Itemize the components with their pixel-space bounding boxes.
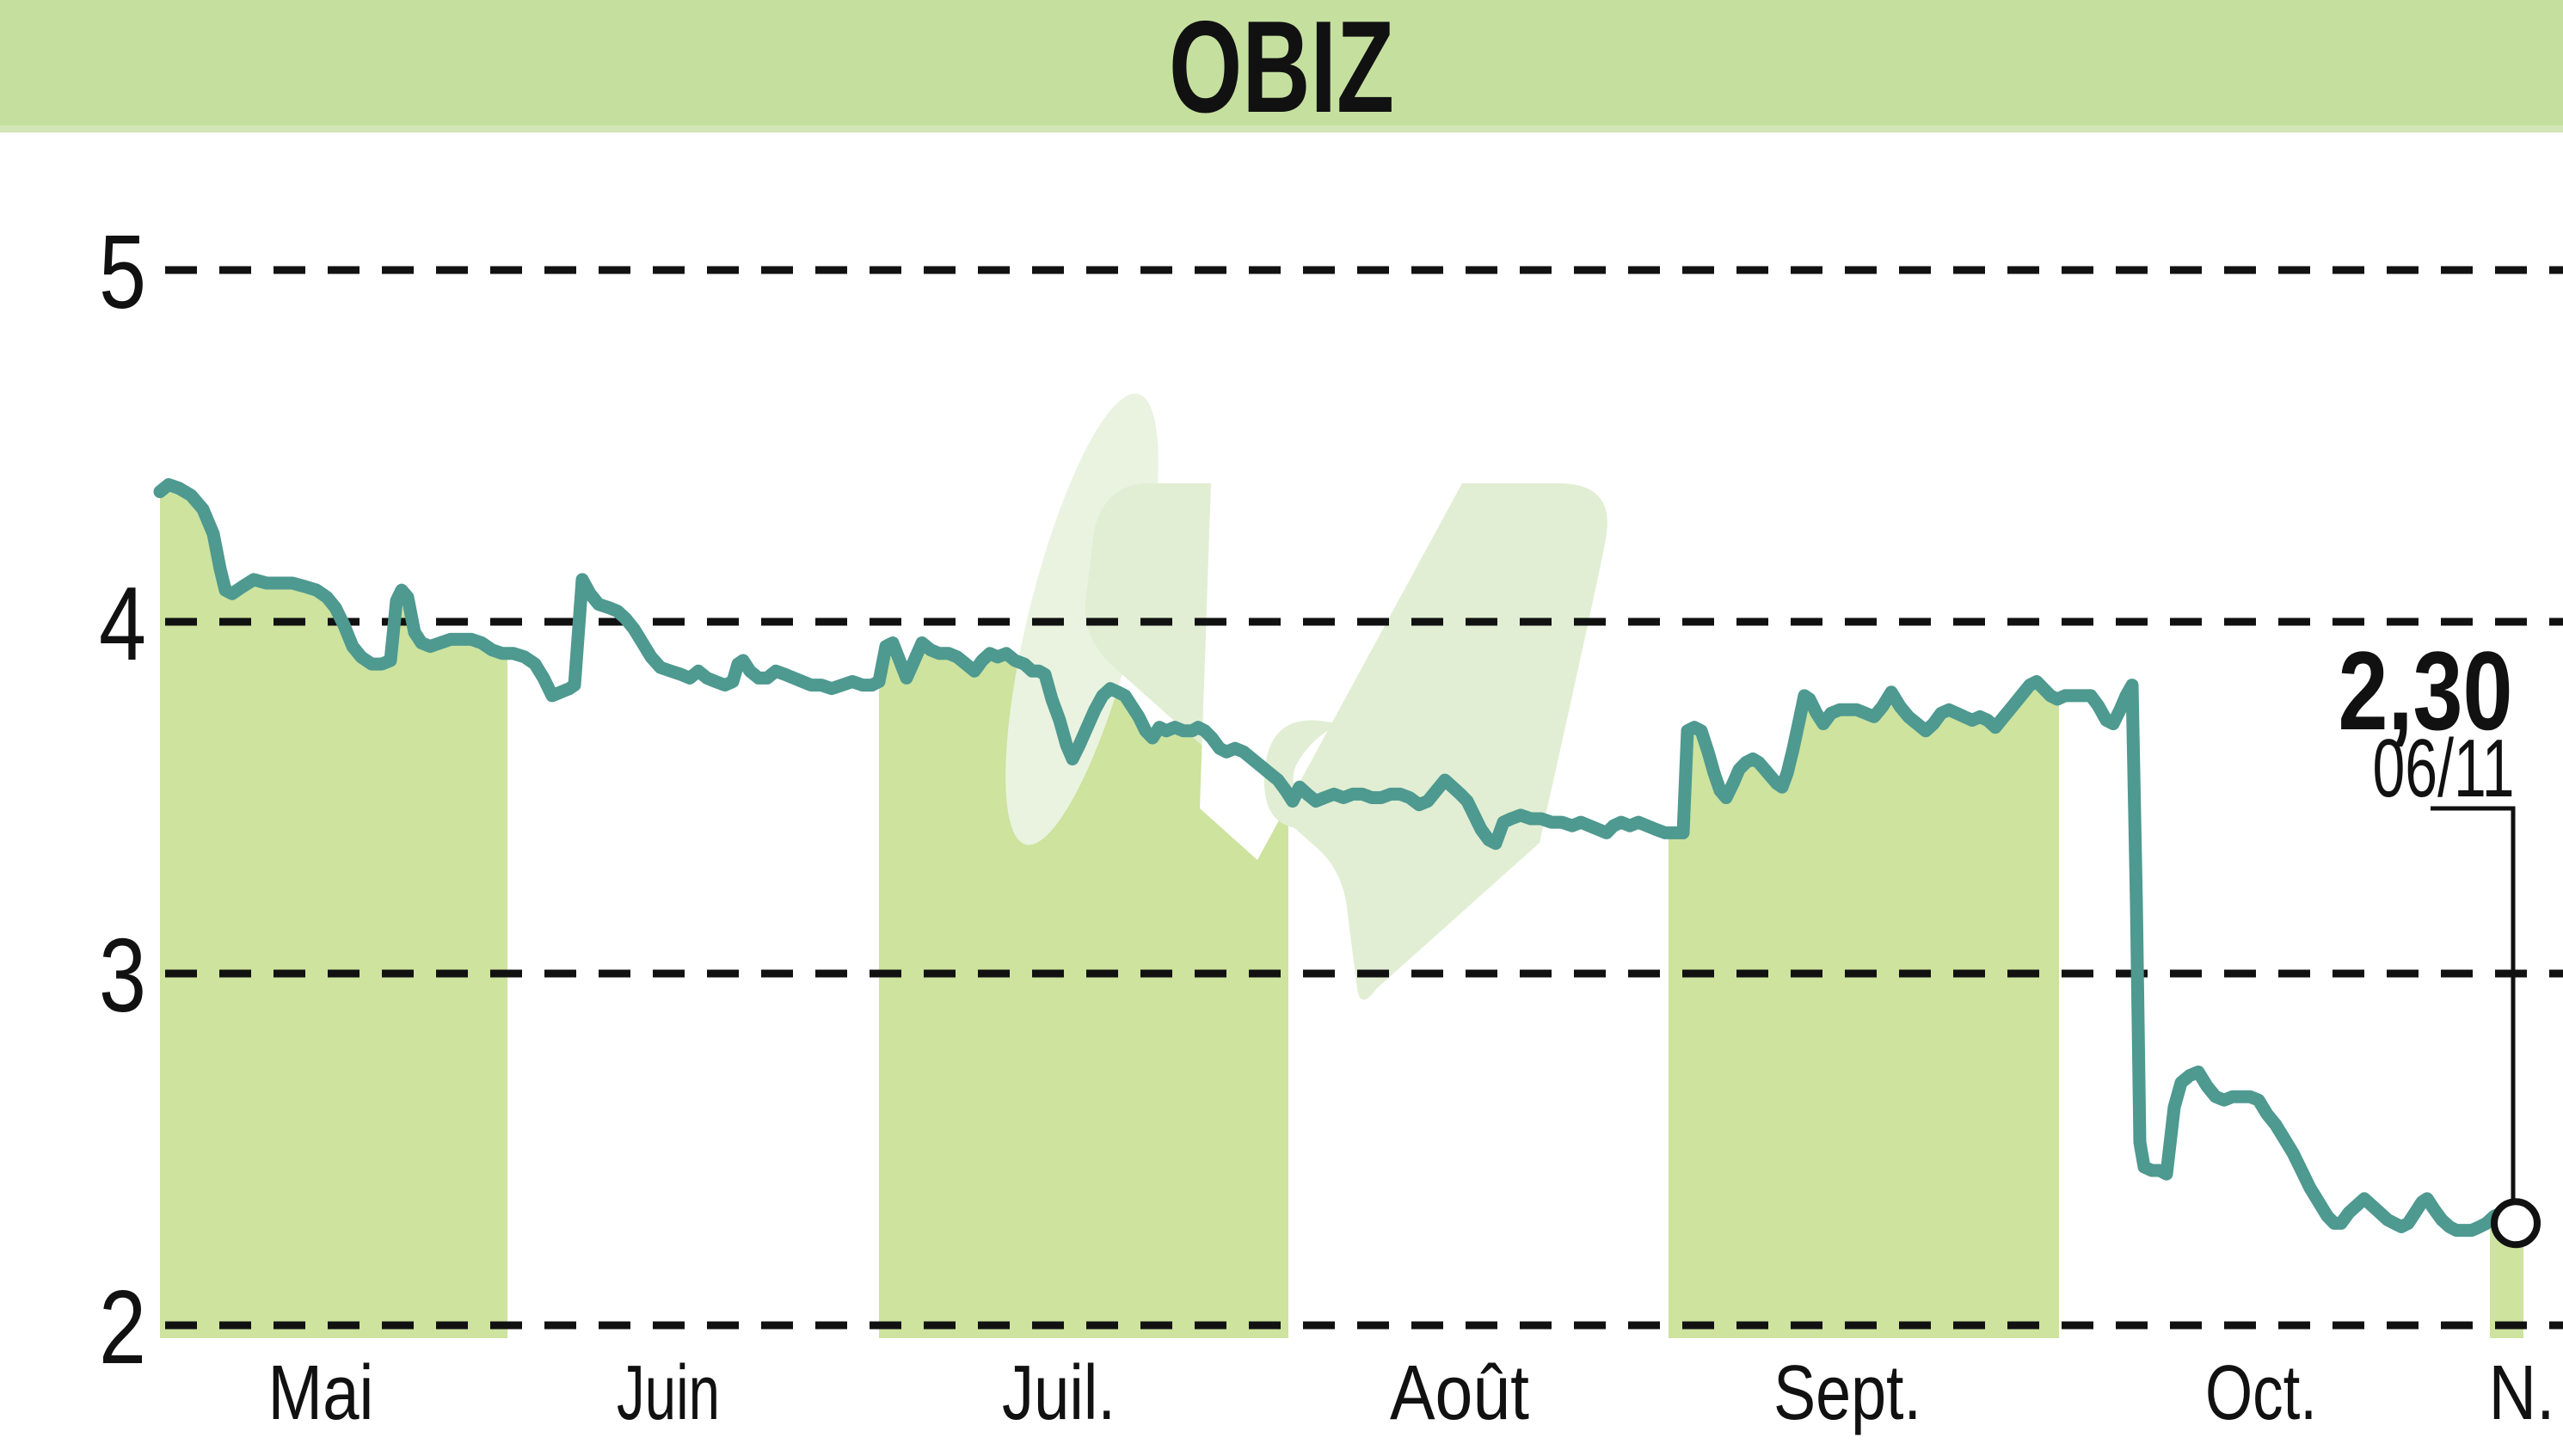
- month-band: [879, 642, 1288, 1338]
- x-axis-labels: Mai Juin Juil. Août Sept. Oct. N.: [268, 1350, 2555, 1436]
- y-tick-label: 2: [99, 1269, 146, 1385]
- header-bar-edge: [0, 126, 2563, 132]
- last-date-label: 06/11: [2373, 722, 2515, 814]
- x-axis-label: N.: [2489, 1350, 2555, 1436]
- watermark-dot: [1398, 650, 1460, 712]
- month-area-fills: [160, 484, 2523, 1338]
- header-bar: [0, 0, 2563, 126]
- x-axis-label: Oct.: [2205, 1350, 2317, 1436]
- y-tick-label: 3: [99, 917, 146, 1034]
- last-price-label: 2,30: [2339, 628, 2513, 753]
- x-axis-label: Juil.: [1002, 1350, 1116, 1436]
- x-axis-label: Sept.: [1773, 1350, 1921, 1436]
- x-axis-label: Juin: [617, 1350, 720, 1436]
- y-tick-label: 5: [99, 213, 146, 330]
- month-band: [160, 484, 507, 1338]
- page-title: OBIZ: [1169, 0, 1394, 140]
- last-price-annotation: 2,30 06/11: [2339, 628, 2541, 1249]
- y-tick-label: 4: [99, 565, 146, 682]
- month-band: [1669, 681, 2059, 1338]
- price-line-path: [153, 478, 2530, 1238]
- price-line: [153, 478, 2530, 1238]
- last-point-marker: [2491, 1198, 2541, 1249]
- gridlines: [165, 266, 2563, 1330]
- y-axis-labels: 5 4 3 2: [99, 213, 146, 1385]
- annotation-pointer-line: [2431, 806, 2516, 1201]
- x-axis-label: Août: [1390, 1350, 1529, 1436]
- x-axis-label: Mai: [268, 1350, 374, 1436]
